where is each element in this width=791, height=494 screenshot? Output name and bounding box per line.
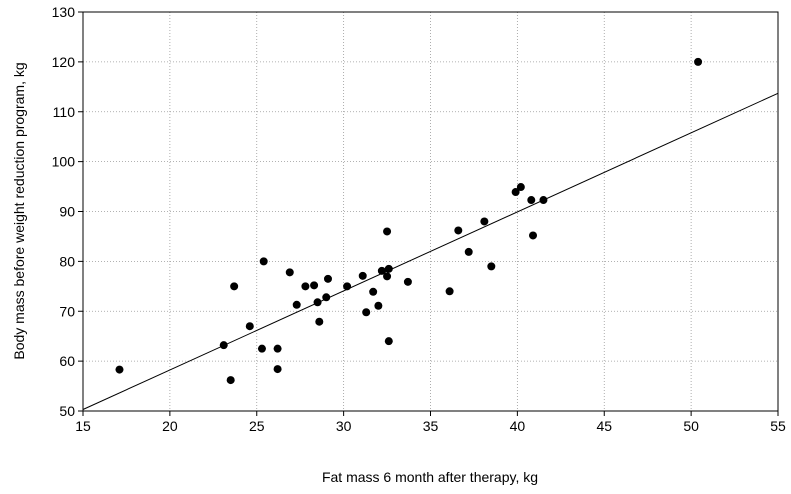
data-point xyxy=(384,264,393,273)
data-point xyxy=(454,226,463,235)
data-point xyxy=(323,274,332,283)
data-point xyxy=(511,188,520,197)
data-point xyxy=(358,271,367,280)
data-point xyxy=(516,183,525,192)
data-point xyxy=(403,277,412,286)
y-tick-label: 70 xyxy=(59,303,75,319)
y-tick-label: 110 xyxy=(53,104,76,120)
data-point xyxy=(292,300,301,309)
data-point xyxy=(480,217,489,226)
data-point xyxy=(383,272,392,281)
y-tick-label: 120 xyxy=(52,54,76,70)
x-tick-label: 15 xyxy=(75,418,91,434)
data-point xyxy=(273,344,282,353)
data-point xyxy=(259,257,268,266)
x-tick-label: 20 xyxy=(162,418,178,434)
data-point xyxy=(527,196,536,205)
data-point xyxy=(487,262,496,271)
x-tick-label: 50 xyxy=(683,418,699,434)
x-tick-label: 40 xyxy=(510,418,526,434)
data-point xyxy=(464,247,473,256)
data-point xyxy=(285,268,294,277)
x-tick-label: 35 xyxy=(423,418,439,434)
data-point xyxy=(384,337,393,346)
y-tick-label: 60 xyxy=(59,353,75,369)
x-axis-label: Fat mass 6 month after therapy, kg xyxy=(322,469,538,485)
plot-frame xyxy=(82,11,779,412)
x-tick-label: 55 xyxy=(770,418,786,434)
data-point xyxy=(313,298,322,307)
data-point xyxy=(445,287,454,296)
y-tick-label: 100 xyxy=(52,154,76,170)
data-point xyxy=(245,322,254,331)
data-point xyxy=(374,301,383,310)
y-tick-label: 130 xyxy=(52,4,76,20)
x-tick-label: 25 xyxy=(249,418,265,434)
y-tick-label: 80 xyxy=(59,253,75,269)
x-tick-label: 45 xyxy=(596,418,612,434)
y-tick-label: 50 xyxy=(59,403,75,419)
y-axis-label: Body mass before weight reduction progra… xyxy=(11,62,27,359)
data-point xyxy=(322,293,331,302)
data-point xyxy=(315,317,324,326)
fit-line xyxy=(82,92,779,410)
data-point xyxy=(369,287,378,296)
data-point xyxy=(694,57,703,66)
data-point xyxy=(539,196,548,205)
data-point xyxy=(301,282,310,291)
data-point xyxy=(310,281,319,290)
data-point xyxy=(226,376,235,385)
data-point xyxy=(362,308,371,317)
data-point xyxy=(219,341,228,350)
data-point xyxy=(529,231,538,240)
data-point xyxy=(230,282,239,291)
x-tick-label: 30 xyxy=(336,418,352,434)
data-point xyxy=(377,266,386,275)
data-point xyxy=(273,365,282,374)
y-tick-label: 90 xyxy=(59,204,75,220)
data-point xyxy=(343,282,352,291)
data-point xyxy=(257,344,266,353)
data-point xyxy=(383,227,392,236)
data-point xyxy=(115,365,124,374)
